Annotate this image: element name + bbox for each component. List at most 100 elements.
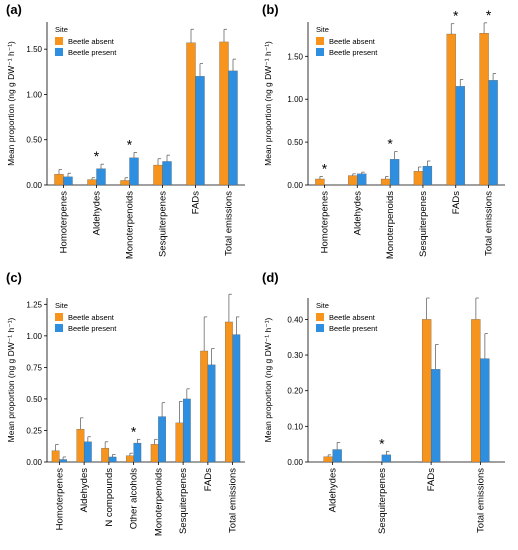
legend-label: Beetle absent — [329, 313, 376, 322]
y-tick-label: 0.50 — [287, 138, 303, 147]
significance-marker: * — [322, 160, 328, 176]
y-tick-label: 0.00 — [26, 458, 42, 467]
panel-label: (b) — [262, 2, 279, 17]
bar-beetle-present — [232, 334, 241, 463]
legend-title: Site — [316, 25, 329, 34]
y-tick-label: 1.00 — [26, 90, 42, 99]
bar-beetle-absent — [219, 41, 229, 186]
bar-beetle-present — [182, 398, 191, 463]
bar-beetle-present — [389, 159, 400, 186]
x-tick-label: Other alcohols — [129, 468, 140, 530]
legend-swatch — [316, 313, 324, 321]
significance-marker: * — [127, 136, 133, 152]
legend-label: Beetle present — [329, 324, 378, 333]
x-tick-label: Aldehydes — [92, 191, 103, 236]
bar-beetle-present — [195, 76, 205, 186]
bar-beetle-present — [332, 449, 342, 463]
x-tick-label: Sesquiterpenes — [418, 191, 429, 257]
x-tick-label: FADs — [426, 468, 437, 491]
bar-beetle-present — [133, 442, 142, 463]
y-tick-label: 0.00 — [287, 181, 303, 190]
legend-swatch — [316, 37, 324, 45]
legend-swatch — [55, 37, 63, 45]
y-tick-label: 1.25 — [26, 300, 42, 309]
x-tick-label: Monoterpenoids — [153, 468, 164, 536]
bar-beetle-absent — [76, 429, 85, 463]
bar-beetle-absent — [446, 33, 456, 186]
significance-marker: * — [453, 8, 459, 24]
bar-beetle-absent — [175, 422, 184, 463]
y-tick-label: 0.10 — [287, 422, 303, 431]
panel-label: (d) — [262, 270, 279, 285]
bar-beetle-present — [381, 454, 392, 463]
significance-marker: * — [131, 423, 137, 439]
bar-beetle-present — [129, 157, 139, 186]
y-axis-label: Mean proportion (ng g DW⁻¹ h⁻¹) — [263, 41, 273, 166]
bar-beetle-absent — [120, 180, 130, 186]
bar-beetle-absent — [51, 450, 60, 463]
bar-beetle-absent — [200, 350, 209, 463]
significance-marker: * — [486, 7, 492, 23]
bar-beetle-absent — [186, 42, 196, 186]
legend-swatch — [316, 48, 324, 56]
bar-beetle-present — [455, 86, 465, 186]
y-tick-label: 0.75 — [26, 363, 42, 372]
x-tick-label: Aldehydes — [79, 468, 90, 513]
bar-beetle-present — [158, 416, 166, 463]
bar-beetle-absent — [471, 319, 481, 463]
x-tick-label: Aldehydes — [352, 191, 363, 236]
legend-swatch — [55, 313, 63, 321]
bar-beetle-absent — [421, 319, 432, 463]
x-tick-label: FADs — [203, 468, 214, 491]
bar-beetle-absent — [479, 33, 489, 186]
bar-beetle-absent — [380, 178, 391, 186]
x-tick-label: Monoterpenoids — [385, 191, 396, 259]
bar-beetle-absent — [126, 455, 134, 463]
bar-beetle-absent — [348, 175, 358, 186]
x-tick-label: Monoterpenoids — [125, 191, 136, 259]
chart-panel-1: (a) Mean proportion (ng g DW⁻¹ h⁻¹) 0.00 0.… — [6, 2, 245, 259]
bar-beetle-present — [430, 369, 441, 463]
y-tick-label: 0.00 — [287, 458, 303, 467]
bar-beetle-present — [63, 176, 73, 186]
y-tick-label: 0.50 — [26, 395, 42, 404]
bar-beetle-present — [96, 168, 106, 186]
bar-beetle-absent — [153, 164, 163, 186]
bar-beetle-present — [488, 80, 498, 186]
x-tick-label: Sesquiterpenes — [158, 191, 169, 257]
y-tick-label: 0.25 — [26, 426, 42, 435]
x-tick-label: FADs — [191, 191, 202, 214]
legend-swatch — [316, 324, 324, 332]
bar-beetle-absent — [315, 178, 325, 186]
x-tick-label: FADs — [451, 191, 462, 214]
x-tick-label: Homoterpenes — [54, 468, 65, 531]
legend-title: Site — [55, 25, 68, 34]
legend-label: Beetle absent — [68, 37, 115, 46]
legend-label: Beetle absent — [68, 313, 115, 322]
legend-label: Beetle present — [68, 48, 117, 57]
legend-swatch — [55, 324, 63, 332]
y-tick-label: 1.00 — [287, 95, 303, 104]
bar-beetle-present — [59, 459, 67, 463]
bar-beetle-present — [162, 161, 172, 186]
bar-beetle-present — [422, 165, 433, 186]
y-tick-label: 0.50 — [26, 136, 42, 145]
bar-beetle-absent — [413, 171, 424, 186]
legend-label: Beetle absent — [329, 37, 376, 46]
bar-beetle-absent — [323, 456, 333, 463]
significance-marker: * — [387, 136, 393, 152]
bar-beetle-present — [108, 456, 117, 463]
y-tick-label: 0.00 — [26, 181, 42, 190]
x-tick-label: Total emissions — [484, 191, 495, 256]
legend-label: Beetle present — [68, 324, 117, 333]
x-tick-label: Homoterpenes — [319, 191, 330, 254]
y-tick-label: 0.20 — [287, 387, 303, 396]
bar-beetle-absent — [54, 173, 64, 186]
x-tick-label: Total emissions — [224, 191, 235, 256]
bar-beetle-absent — [150, 444, 159, 463]
x-tick-label: Aldehydes — [328, 468, 339, 513]
